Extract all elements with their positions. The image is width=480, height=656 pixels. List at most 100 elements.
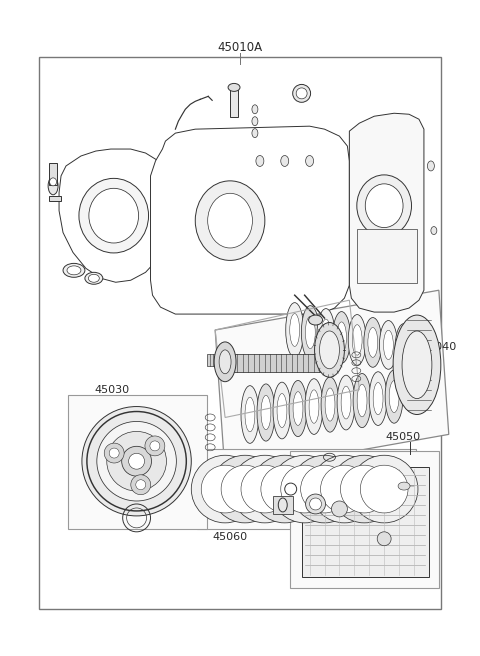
Ellipse shape [309,390,319,423]
Ellipse shape [402,331,432,399]
Ellipse shape [357,175,411,237]
Ellipse shape [309,315,323,325]
Bar [68,395,207,529]
Polygon shape [59,149,168,282]
Bar [49,163,57,185]
Circle shape [192,455,259,523]
Ellipse shape [365,184,403,228]
Circle shape [122,446,152,476]
Ellipse shape [306,155,313,167]
Ellipse shape [289,380,307,437]
Ellipse shape [385,370,403,423]
Ellipse shape [336,322,347,353]
Ellipse shape [228,83,240,91]
Ellipse shape [352,325,362,355]
Circle shape [241,465,288,513]
Ellipse shape [277,394,287,428]
Text: 45050: 45050 [385,432,420,442]
Circle shape [350,455,418,523]
Circle shape [150,441,160,451]
Ellipse shape [79,178,148,253]
Bar [357,228,417,283]
Ellipse shape [395,323,413,371]
Ellipse shape [257,384,275,441]
Ellipse shape [293,85,311,102]
Bar [273,496,293,514]
Ellipse shape [48,177,58,195]
Circle shape [330,455,398,523]
Circle shape [310,498,322,510]
Circle shape [109,448,119,458]
Text: 45030: 45030 [94,384,129,395]
Ellipse shape [393,315,441,415]
Bar [228,354,327,372]
Circle shape [261,465,309,513]
Ellipse shape [341,386,351,419]
Circle shape [104,443,124,463]
Circle shape [332,501,348,517]
Ellipse shape [368,327,378,358]
Ellipse shape [273,382,291,439]
Circle shape [281,465,328,513]
Bar [49,195,61,201]
Ellipse shape [245,397,255,432]
Circle shape [131,475,151,495]
Text: 45040: 45040 [421,342,456,352]
Ellipse shape [89,188,139,243]
Circle shape [360,465,408,513]
Ellipse shape [85,272,103,284]
Circle shape [211,455,279,523]
Ellipse shape [389,380,399,413]
Ellipse shape [88,274,99,282]
Text: 45060: 45060 [213,532,248,542]
Ellipse shape [348,315,366,365]
Ellipse shape [384,330,393,359]
Ellipse shape [67,266,81,275]
Ellipse shape [296,88,307,99]
Ellipse shape [290,314,300,346]
Ellipse shape [281,155,288,167]
Ellipse shape [325,388,335,421]
Ellipse shape [214,342,236,382]
Ellipse shape [261,396,271,430]
Ellipse shape [305,316,315,348]
Circle shape [107,432,167,491]
Circle shape [97,421,176,501]
Ellipse shape [63,263,85,277]
Polygon shape [151,126,349,314]
Text: 45010A: 45010A [217,41,263,54]
Circle shape [306,494,325,514]
Circle shape [136,480,146,489]
Circle shape [82,407,192,516]
Ellipse shape [278,498,287,512]
Circle shape [251,455,319,523]
Ellipse shape [256,155,264,167]
Ellipse shape [364,318,382,367]
Ellipse shape [305,379,323,434]
Bar [197,449,416,529]
Ellipse shape [431,226,437,235]
Ellipse shape [337,375,355,430]
Ellipse shape [195,181,265,260]
Bar [207,354,235,366]
Ellipse shape [398,482,410,490]
Ellipse shape [314,323,344,377]
Ellipse shape [369,372,387,426]
Ellipse shape [399,333,409,361]
Circle shape [300,465,348,513]
Ellipse shape [208,194,252,248]
Ellipse shape [427,161,434,171]
Ellipse shape [219,350,231,374]
Bar [301,467,429,577]
Circle shape [145,436,165,456]
Ellipse shape [321,377,339,432]
Ellipse shape [252,129,258,138]
Ellipse shape [301,306,319,359]
Ellipse shape [317,308,335,361]
Ellipse shape [320,331,339,369]
Ellipse shape [373,382,383,415]
Ellipse shape [241,386,259,443]
Circle shape [377,532,391,546]
Circle shape [221,465,269,513]
Polygon shape [349,113,424,312]
